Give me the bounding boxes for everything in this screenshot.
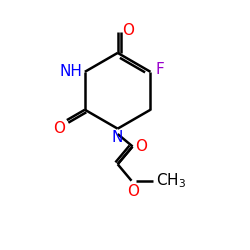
Text: O: O — [53, 121, 65, 136]
Text: CH$_3$: CH$_3$ — [156, 171, 186, 190]
Text: N: N — [112, 130, 123, 145]
Text: NH: NH — [60, 64, 82, 79]
Text: O: O — [122, 24, 134, 38]
Text: F: F — [156, 62, 164, 77]
Text: O: O — [135, 139, 147, 154]
Text: O: O — [127, 184, 139, 200]
